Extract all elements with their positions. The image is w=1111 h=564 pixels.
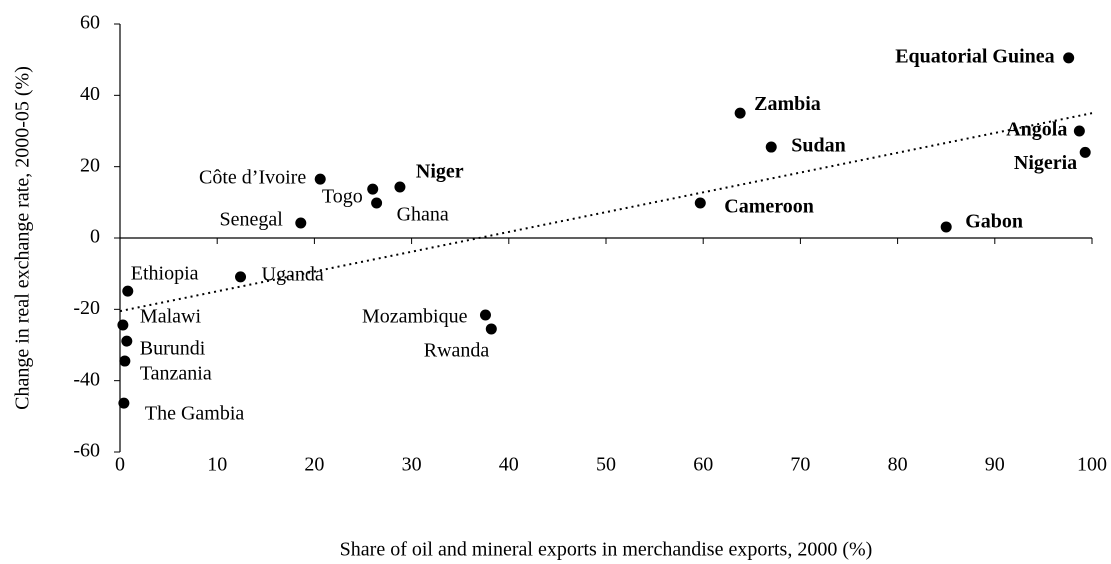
x-tick-label: 20	[304, 454, 324, 476]
point	[1073, 125, 1085, 137]
point	[235, 271, 247, 283]
point-label: Mozambique	[362, 306, 468, 328]
point-label: Uganda	[262, 263, 324, 285]
point-label: Zambia	[754, 93, 821, 115]
point-label: Côte d’Ivoire	[199, 167, 306, 189]
point-label: Nigeria	[1014, 152, 1077, 174]
point-label: Malawi	[140, 306, 202, 328]
point	[479, 309, 491, 321]
point	[117, 319, 129, 331]
point	[122, 285, 134, 297]
point	[1079, 146, 1091, 158]
point	[314, 173, 326, 185]
x-tick-label: 40	[499, 454, 519, 476]
point	[694, 197, 706, 209]
point	[367, 183, 379, 195]
point	[371, 197, 383, 209]
y-axis-title: Change in real exchange rate, 2000-05 (%…	[12, 66, 34, 410]
point-label: Tanzania	[140, 363, 212, 385]
y-tick-label: -20	[73, 297, 100, 319]
x-tick-label: 50	[596, 454, 616, 476]
point-label: Equatorial Guinea	[895, 45, 1054, 67]
point-label: Angola	[1006, 119, 1067, 141]
point	[295, 217, 307, 229]
y-tick-label: 60	[80, 12, 100, 34]
x-axis-title: Share of oil and mineral exports in merc…	[340, 539, 873, 561]
point	[734, 107, 746, 119]
y-tick-label: 20	[80, 154, 100, 176]
point-label: Cameroon	[724, 196, 814, 218]
point-label: Sudan	[791, 135, 846, 157]
y-tick-label: 0	[90, 226, 100, 248]
point-label: Gabon	[965, 211, 1023, 233]
point-label: Togo	[322, 186, 363, 208]
point-label: Niger	[416, 161, 464, 183]
point	[394, 181, 406, 193]
x-tick-label: 80	[888, 454, 908, 476]
y-tick-label: -40	[73, 368, 100, 390]
point-label: Ethiopia	[131, 263, 199, 285]
x-tick-label: 60	[693, 454, 713, 476]
y-tick-label: -60	[73, 440, 100, 462]
point	[765, 141, 777, 153]
point	[940, 221, 952, 233]
x-tick-label: 30	[402, 454, 422, 476]
y-tick-label: 40	[80, 83, 100, 105]
x-tick-label: 0	[115, 454, 125, 476]
x-tick-label: 70	[790, 454, 810, 476]
point-label: Rwanda	[424, 340, 490, 362]
point-label: Ghana	[397, 204, 449, 226]
point	[485, 323, 497, 335]
point	[119, 355, 131, 367]
point-label: The Gambia	[145, 403, 245, 425]
point	[121, 335, 133, 347]
x-tick-label: 90	[985, 454, 1005, 476]
point	[118, 397, 130, 409]
point-label: Burundi	[140, 338, 206, 360]
x-tick-label: 10	[207, 454, 227, 476]
x-tick-label: 100	[1077, 454, 1107, 476]
point	[1063, 52, 1075, 64]
point-label: Senegal	[219, 209, 283, 231]
